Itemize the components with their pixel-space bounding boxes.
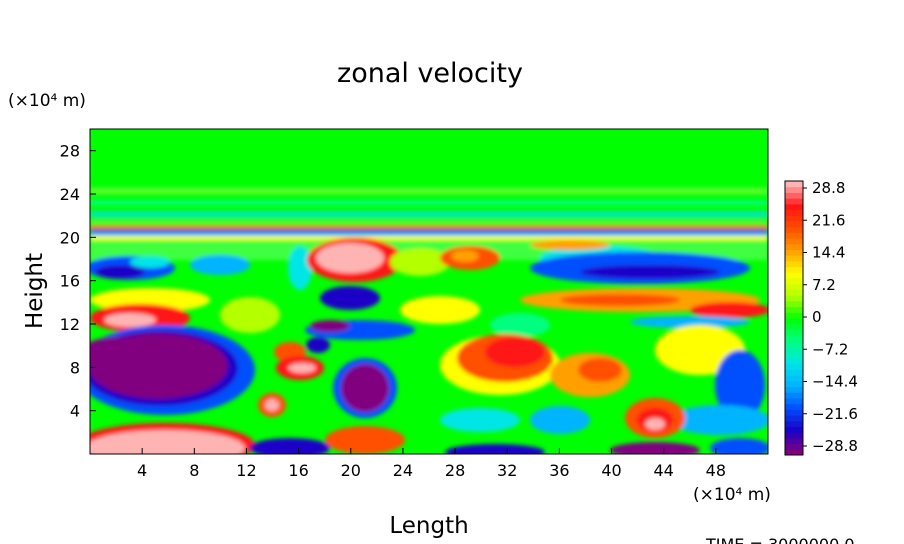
colorbar-swatch [785,357,803,365]
x-axis-unit: (×10⁴ m) [693,485,771,505]
colorbar-swatch [785,420,803,427]
colorbar-label: −28.8 [812,437,858,455]
x-tick-label: 48 [706,461,726,480]
x-tick-label: 36 [549,461,569,480]
colorbar-swatch [785,335,803,342]
colorbar-swatch [785,181,803,188]
colorbar-swatch [785,203,803,211]
colorbar-swatch [785,340,803,348]
colorbar-swatch [785,255,803,262]
colorbar-swatch [785,380,803,387]
y-tick-label: 24 [60,185,80,204]
y-tick-label: 4 [70,402,80,421]
x-tick-label: 20 [341,461,361,480]
colorbar-swatch [785,346,803,353]
x-tick-label: 4 [137,461,147,480]
time-label: TIME = 3000000.0 [705,535,855,544]
colorbar-swatch [785,215,803,222]
colorbar-label: 21.6 [812,211,845,229]
colorbar-swatch [785,238,803,245]
colorbar-swatch [785,386,803,393]
colorbar-swatch [785,397,803,405]
colorbar-swatch [785,443,803,450]
colorbar: 28.8 21.6 14.4 7.2 0 −7.2 −14.4 −21.6 −28.8 [784,179,858,456]
colorbar-swatch [785,283,803,290]
colorbar-swatch [785,295,803,302]
colorbar-label: 0 [812,308,822,326]
y-axis: 4 8 12 16 20 24 28 [60,142,96,421]
colorbar-swatch [785,289,803,296]
x-tick-label: 8 [189,461,199,480]
colorbar-swatch [785,220,803,228]
colorbar-swatch [785,403,803,410]
colorbar-swatch [785,369,803,376]
colorbar-swatch [785,249,803,256]
y-tick-label: 28 [60,142,80,161]
colorbar-label: 14.4 [812,244,845,262]
colorbar-swatch [785,272,803,279]
colorbar-swatch [785,192,803,199]
x-axis-title: Length [389,513,468,539]
colorbar-swatch [785,300,803,308]
x-tick-label: 44 [654,461,674,480]
colorbar-swatch [785,375,803,382]
colorbar-label: 7.2 [812,276,836,294]
colorbar-label: 28.8 [812,179,845,197]
colorbar-label: −21.6 [812,405,858,423]
colorbar-swatch [785,209,803,216]
colorbar-swatch [785,318,803,325]
y-tick-label: 8 [70,358,80,377]
colorbar-swatch [785,278,803,285]
colorbar-swatch [785,198,803,205]
colorbar-swatch [785,352,803,359]
x-tick-label: 32 [497,461,517,480]
colorbar-swatch [785,415,803,422]
colorbar-swatch [785,226,803,233]
colorbar-swatch [785,232,803,239]
colorbar-frame [784,180,804,456]
y-tick-label: 16 [60,272,80,291]
y-axis-unit: (×10⁴ m) [8,91,86,111]
colorbar-swatch [785,243,803,250]
colorbar-swatch [785,186,803,193]
colorbar-swatch [785,392,803,399]
y-tick-label: 12 [60,315,80,334]
colorbar-swatch [785,409,803,416]
colorbar-swatch [785,329,803,336]
colorbar-swatch [785,363,803,370]
colorbar-swatch [785,266,803,273]
colorbar-label: −7.2 [812,340,848,358]
colorbar-swatch [785,323,803,330]
x-tick-label: 28 [445,461,465,480]
colorbar-swatch [785,312,803,319]
plot-frame [89,128,769,455]
colorbar-swatch [785,260,803,268]
y-axis-title: Height [22,253,48,329]
colorbar-swatch [785,437,803,445]
colorbar-swatch [785,432,803,439]
colorbar-swatch [785,449,803,456]
plot-area [90,129,768,454]
x-tick-label: 12 [236,461,256,480]
x-tick-label: 16 [288,461,308,480]
x-axis: 4 8 12 16 20 24 28 32 36 40 44 48 [137,448,726,480]
x-tick-label: 40 [601,461,621,480]
colorbar-label: −14.4 [812,373,858,391]
colorbar-swatch [785,306,803,313]
colorbar-swatch [785,426,803,433]
y-tick-label: 20 [60,228,80,247]
x-tick-label: 24 [393,461,413,480]
chart-title: zonal velocity [337,58,523,89]
